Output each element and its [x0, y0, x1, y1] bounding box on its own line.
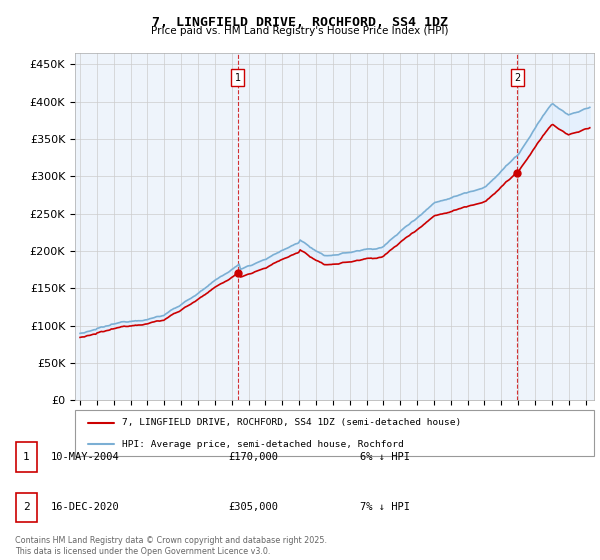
Text: 2: 2 — [514, 72, 520, 82]
FancyBboxPatch shape — [16, 442, 37, 472]
Text: Price paid vs. HM Land Registry's House Price Index (HPI): Price paid vs. HM Land Registry's House … — [151, 26, 449, 36]
Text: 7% ↓ HPI: 7% ↓ HPI — [360, 502, 410, 512]
Text: £305,000: £305,000 — [228, 502, 278, 512]
Text: 1: 1 — [23, 452, 30, 462]
FancyBboxPatch shape — [16, 493, 37, 522]
Text: 7, LINGFIELD DRIVE, ROCHFORD, SS4 1DZ (semi-detached house): 7, LINGFIELD DRIVE, ROCHFORD, SS4 1DZ (s… — [122, 418, 461, 427]
Text: 2: 2 — [23, 502, 30, 512]
Text: 7, LINGFIELD DRIVE, ROCHFORD, SS4 1DZ: 7, LINGFIELD DRIVE, ROCHFORD, SS4 1DZ — [152, 16, 448, 29]
Text: Contains HM Land Registry data © Crown copyright and database right 2025.
This d: Contains HM Land Registry data © Crown c… — [15, 536, 327, 556]
Text: £170,000: £170,000 — [228, 452, 278, 462]
Text: 6% ↓ HPI: 6% ↓ HPI — [360, 452, 410, 462]
Text: 16-DEC-2020: 16-DEC-2020 — [51, 502, 120, 512]
FancyBboxPatch shape — [75, 410, 594, 456]
Text: 1: 1 — [235, 72, 241, 82]
Text: HPI: Average price, semi-detached house, Rochford: HPI: Average price, semi-detached house,… — [122, 440, 403, 449]
Text: 10-MAY-2004: 10-MAY-2004 — [51, 452, 120, 462]
